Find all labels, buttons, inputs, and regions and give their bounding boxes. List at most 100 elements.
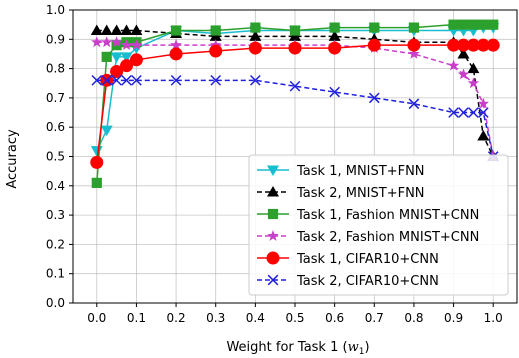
data-point [100, 125, 113, 137]
data-point [267, 274, 279, 286]
legend-entry: Task 2, CIFAR10+CNN [257, 274, 439, 289]
data-point [288, 41, 302, 55]
data-point [478, 19, 489, 30]
data-point [100, 24, 113, 36]
data-point [248, 41, 262, 55]
x-tick-label: 1.0 [484, 311, 503, 325]
data-point [367, 38, 381, 52]
y-tick-label: 0.0 [46, 296, 65, 310]
x-axis-label: Weight for Task 1 (w1) [226, 340, 369, 357]
y-tick-label: 1.0 [46, 3, 65, 17]
data-point [170, 25, 182, 36]
data-point [488, 19, 499, 30]
data-point [100, 36, 113, 48]
data-point [289, 80, 301, 92]
y-tick-label: 0.7 [46, 91, 65, 105]
data-point [120, 24, 133, 36]
x-tick-label: 0.6 [325, 311, 344, 325]
x-tick-label: 0.8 [404, 311, 423, 325]
x-tick-label: 0.7 [365, 311, 384, 325]
data-point [289, 25, 301, 36]
x-tick-label: 0.9 [444, 311, 463, 325]
data-point [110, 65, 124, 79]
x-tick-label: 0.3 [206, 311, 225, 325]
data-point [408, 47, 420, 59]
y-tick-label: 0.9 [46, 32, 65, 46]
data-point [457, 47, 470, 59]
series-line [96, 79, 494, 157]
data-point [110, 36, 123, 48]
y-tick-label: 0.1 [46, 267, 65, 281]
data-point [91, 36, 103, 48]
legend-entry: Task 2, MNIST+FNN [257, 186, 425, 201]
data-point [101, 74, 113, 86]
data-point [328, 30, 341, 41]
data-point [458, 107, 469, 118]
data-point [477, 97, 490, 109]
x-tick-label: 0.0 [87, 311, 106, 325]
legend-label: Task 1, MNIST+FNN [296, 164, 425, 179]
legend-label: Task 1, CIFAR10+CNN [296, 252, 439, 267]
data-point [120, 52, 133, 63]
data-point [250, 22, 261, 33]
data-point [457, 68, 470, 80]
data-point [267, 186, 279, 197]
data-point [210, 74, 222, 86]
data-point [267, 208, 279, 220]
legend-label: Task 1, Fashion MNIST+CNN [296, 208, 479, 223]
data-point [209, 44, 223, 58]
data-point [407, 38, 421, 52]
data-point [477, 129, 490, 141]
data-point [477, 107, 489, 118]
data-point [329, 22, 340, 33]
data-point [120, 39, 133, 51]
legend-box [248, 154, 509, 296]
legend: Task 1, MNIST+FNN Task 2, MNIST+FNN Task 1… [248, 154, 509, 296]
data-point [267, 165, 279, 176]
data-point [486, 38, 500, 52]
x-tick-label: 0.1 [127, 311, 146, 325]
legend-label: Task 2, CIFAR10+CNN [296, 274, 439, 289]
series-5 [90, 38, 500, 169]
legend-label: Task 2, Fashion MNIST+CNN [296, 230, 479, 245]
data-point [266, 251, 280, 265]
data-point [468, 19, 479, 30]
data-point [467, 62, 480, 74]
data-point [90, 146, 103, 157]
data-point [448, 107, 459, 118]
y-tick-label: 0.5 [46, 150, 65, 164]
data-point [170, 74, 182, 86]
data-point [250, 74, 261, 86]
data-point [90, 24, 103, 36]
y-tick-label: 0.4 [46, 179, 65, 193]
data-point [447, 59, 460, 71]
data-point [111, 74, 122, 86]
series-lines [90, 19, 500, 188]
data-point [130, 24, 143, 36]
y-tick-label: 0.6 [46, 120, 65, 134]
data-point [369, 22, 380, 33]
y-tick-label: 0.8 [46, 62, 65, 76]
x-tick-label: 0.2 [167, 311, 186, 325]
data-point [328, 41, 342, 55]
y-tick-label: 0.3 [46, 208, 65, 222]
y-tick-label: 0.2 [46, 237, 65, 251]
data-point [368, 92, 380, 104]
data-point [91, 74, 103, 86]
data-point [289, 30, 301, 41]
data-point [130, 39, 143, 51]
series-6 [91, 74, 499, 162]
data-point [249, 30, 262, 41]
data-point [467, 77, 480, 89]
data-point [110, 52, 123, 63]
data-point [131, 74, 142, 86]
data-point [110, 24, 123, 36]
data-point [91, 177, 102, 188]
data-point [90, 155, 104, 169]
legend-entry: Task 2, Fashion MNIST+CNN [257, 230, 479, 245]
legend-entry: Task 1, Fashion MNIST+CNN [257, 208, 479, 223]
legend-entry: Task 1, MNIST+FNN [257, 164, 425, 179]
data-point [408, 98, 420, 110]
data-point [458, 19, 469, 30]
legend-label: Task 2, MNIST+FNN [296, 186, 425, 201]
